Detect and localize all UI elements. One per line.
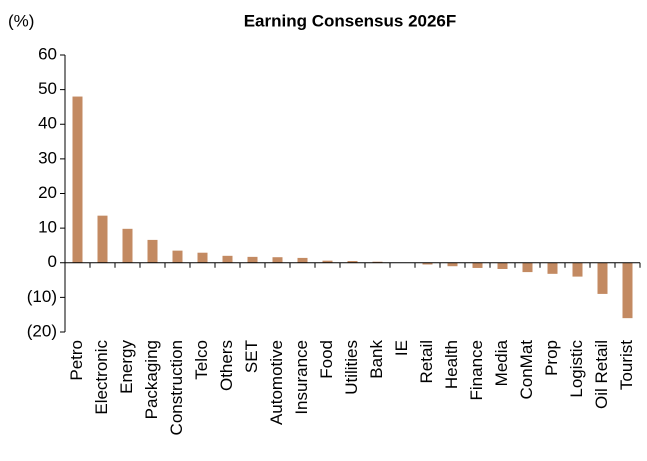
bar bbox=[272, 257, 283, 263]
bar bbox=[522, 262, 533, 273]
y-axis-label: (%) bbox=[8, 11, 34, 30]
x-tick-label: Packaging bbox=[142, 340, 161, 419]
bar bbox=[172, 250, 183, 263]
x-tick-label: IE bbox=[392, 340, 411, 356]
x-tick-label: Media bbox=[492, 339, 511, 386]
y-tick-label: 0 bbox=[48, 252, 57, 271]
x-tick-label: Bank bbox=[367, 340, 386, 379]
bar bbox=[547, 262, 558, 274]
x-tick-label: Insurance bbox=[292, 340, 311, 415]
bar bbox=[122, 228, 133, 263]
bar bbox=[372, 261, 383, 263]
y-tick-label: (20) bbox=[27, 321, 57, 340]
x-tick-label: Health bbox=[442, 340, 461, 389]
x-tick-label: Electronic bbox=[92, 340, 111, 415]
y-tick-label: 20 bbox=[38, 183, 57, 202]
bar bbox=[447, 262, 458, 267]
y-tick-label: 30 bbox=[38, 148, 57, 167]
x-tick-label: Automotive bbox=[267, 340, 286, 425]
bar bbox=[222, 255, 233, 263]
x-tick-label: Construction bbox=[167, 340, 186, 435]
bar bbox=[97, 215, 108, 263]
bar bbox=[297, 257, 308, 263]
bar bbox=[622, 262, 633, 319]
x-tick-label: Utilities bbox=[342, 340, 361, 395]
x-tick-label: Retail bbox=[417, 340, 436, 383]
y-tick-label: 10 bbox=[38, 218, 57, 237]
bar bbox=[197, 252, 208, 263]
x-tick-label: Logistic bbox=[567, 340, 586, 398]
x-tick-label: ConMat bbox=[517, 340, 536, 400]
bar bbox=[472, 262, 483, 268]
bar bbox=[72, 96, 83, 263]
x-tick-label: Oil Retail bbox=[592, 340, 611, 409]
x-tick-label: Telco bbox=[192, 340, 211, 380]
y-tick-label: (10) bbox=[27, 287, 57, 306]
bar bbox=[497, 262, 508, 269]
x-tick-label: Finance bbox=[467, 340, 486, 400]
x-tick-label: Petro bbox=[67, 340, 86, 381]
x-tick-label: Food bbox=[317, 340, 336, 379]
y-tick-label: 50 bbox=[38, 79, 57, 98]
bar bbox=[422, 262, 433, 265]
bar bbox=[147, 239, 158, 263]
chart-title: Earning Consensus 2026F bbox=[244, 11, 457, 30]
bar bbox=[347, 261, 358, 263]
x-tick-label: Energy bbox=[117, 340, 136, 394]
x-tick-label: Tourist bbox=[617, 340, 636, 390]
y-tick-label: 60 bbox=[38, 44, 57, 63]
bar bbox=[572, 262, 583, 277]
x-tick-label: Prop bbox=[542, 340, 561, 376]
x-tick-label: Others bbox=[217, 340, 236, 391]
x-tick-label: SET bbox=[242, 340, 261, 373]
bar bbox=[322, 260, 333, 263]
bar bbox=[597, 262, 608, 294]
y-tick-label: 40 bbox=[38, 114, 57, 133]
bar bbox=[247, 256, 258, 263]
